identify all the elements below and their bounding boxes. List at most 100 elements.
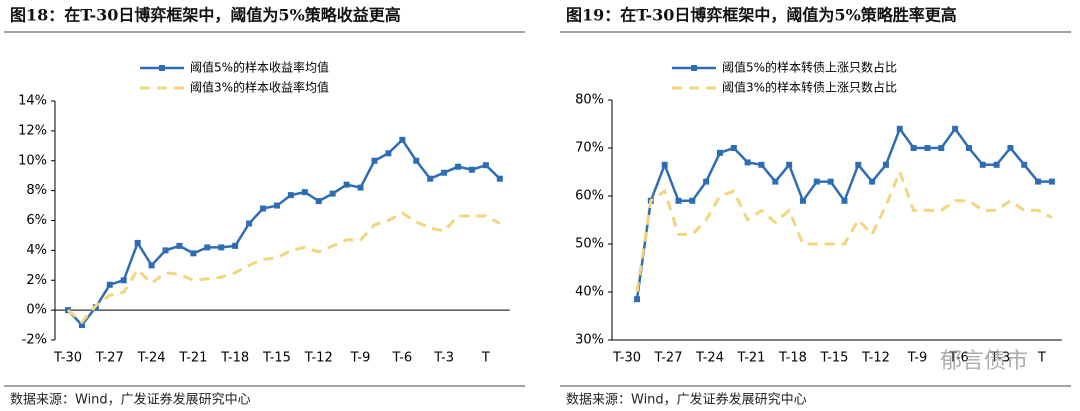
point-marker [938, 145, 945, 151]
point-marker [1021, 161, 1028, 168]
point-marker [148, 262, 155, 269]
x-tick-label: T-6 [391, 351, 412, 366]
point-marker [385, 150, 392, 157]
point-marker [661, 161, 668, 168]
point-marker [343, 181, 350, 188]
y-tick-label: 4% [26, 243, 47, 258]
x-tick-label: T-21 [736, 351, 765, 366]
series-line [67, 211, 501, 325]
y-tick-label: 2% [26, 273, 47, 288]
x-tick-label: T-15 [262, 351, 291, 366]
point-marker [799, 197, 806, 204]
chart-title: 图19：在T-30日博弈框架中，阈值为5%策略胜率更高 [566, 6, 957, 25]
point-marker [329, 190, 336, 197]
x-tick-label: T-30 [612, 351, 641, 366]
point-marker [1035, 178, 1042, 185]
y-tick-label: 10% [18, 153, 47, 168]
point-marker [703, 178, 710, 185]
y-tick-label: 50% [575, 237, 604, 252]
x-tick-label: T-30 [53, 351, 82, 366]
y-tick-label: 12% [18, 123, 47, 138]
point-marker [190, 250, 197, 257]
point-marker [273, 202, 280, 209]
x-tick-label: T-9 [350, 351, 371, 366]
point-marker [1007, 145, 1014, 151]
point-marker [730, 145, 737, 151]
x-tick-label: T-24 [695, 351, 724, 366]
point-marker [952, 125, 959, 132]
legend-marker [691, 65, 697, 71]
point-marker [827, 178, 834, 185]
y-tick-label: 70% [575, 141, 604, 156]
point-marker [496, 175, 503, 182]
y-tick-label: 60% [575, 189, 604, 204]
source: 数据来源：Wind，广发证券发展研究中心 [566, 392, 807, 408]
x-tick-label: T-6 [948, 351, 969, 366]
y-tick-label: 40% [575, 285, 604, 300]
point-marker [689, 197, 696, 204]
point-marker [260, 205, 267, 212]
point-marker [855, 161, 862, 168]
point-marker [716, 149, 723, 156]
x-tick-label: T-27 [653, 351, 682, 366]
point-marker [896, 125, 903, 132]
x-tick-label: T-3 [990, 351, 1011, 366]
x-tick-label: T-12 [861, 351, 890, 366]
x-tick-label: T-18 [220, 351, 249, 366]
point-marker [772, 178, 779, 185]
point-marker [134, 239, 141, 246]
point-marker [315, 198, 322, 205]
point-marker [287, 192, 294, 199]
point-marker [882, 161, 889, 168]
y-tick-label: 30% [575, 333, 604, 348]
point-marker [413, 157, 420, 164]
point-marker [910, 145, 917, 151]
point-marker [232, 242, 239, 249]
legend-label: 阈值3%的样本转债上涨只数占比 [722, 80, 897, 95]
point-marker [301, 189, 308, 196]
x-tick-label: T [481, 351, 490, 366]
point-marker [204, 244, 211, 251]
point-marker [162, 247, 169, 254]
x-tick-label: T-9 [907, 351, 928, 366]
point-marker [441, 169, 448, 176]
point-marker [924, 145, 931, 151]
point-marker [78, 322, 85, 329]
x-tick-label: T-3 [433, 351, 454, 366]
y-tick-label: 0% [26, 303, 47, 318]
point-marker [979, 161, 986, 168]
point-marker [482, 162, 489, 169]
point-marker [965, 145, 972, 151]
x-tick-label: T-12 [304, 351, 333, 366]
x-tick-label: T-21 [178, 351, 207, 366]
point-marker [813, 178, 820, 185]
point-marker [120, 277, 127, 284]
y-tick-label: -2% [22, 333, 47, 348]
point-marker [634, 296, 640, 303]
y-tick-label: 6% [26, 213, 47, 228]
point-marker [357, 184, 364, 191]
point-marker [106, 281, 113, 288]
point-marker [993, 161, 1000, 168]
point-marker [1048, 178, 1055, 185]
point-marker [468, 166, 475, 173]
point-marker [455, 163, 462, 170]
y-tick-label: 8% [26, 183, 47, 198]
point-marker [427, 175, 434, 182]
series-line [635, 167, 1053, 293]
x-tick-label: T-27 [95, 351, 124, 366]
watermark: 郁言债市 [940, 349, 1028, 374]
legend-marker [159, 65, 165, 71]
point-marker [218, 244, 225, 251]
point-marker [786, 161, 793, 168]
point-marker [246, 220, 253, 227]
point-marker [176, 242, 183, 249]
legend-label: 阈值5%的样本转债上涨只数占比 [722, 60, 897, 75]
legend-label: 阈值3%的样本收益率均值 [190, 80, 329, 95]
source: 数据来源：Wind，广发证券发展研究中心 [10, 392, 251, 408]
point-marker [371, 157, 378, 164]
point-marker [841, 197, 848, 204]
point-marker [869, 178, 876, 185]
x-tick-label: T-24 [137, 351, 166, 366]
